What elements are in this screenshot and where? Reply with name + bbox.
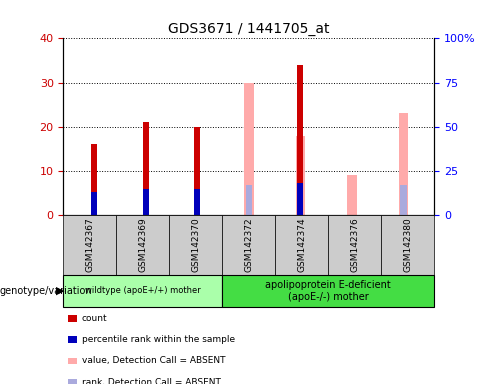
Bar	[143, 189, 149, 215]
Bar	[194, 189, 201, 215]
Text: wildtype (apoE+/+) mother: wildtype (apoE+/+) mother	[85, 286, 201, 295]
Bar	[297, 65, 304, 215]
Bar	[347, 175, 357, 215]
Bar	[297, 183, 304, 215]
Bar	[194, 127, 201, 215]
Bar	[296, 136, 305, 215]
Bar	[246, 185, 252, 215]
Text: GSM142370: GSM142370	[191, 217, 201, 272]
Text: percentile rank within the sample: percentile rank within the sample	[82, 335, 235, 344]
Text: GSM142380: GSM142380	[403, 217, 412, 272]
Text: value, Detection Call = ABSENT: value, Detection Call = ABSENT	[82, 356, 225, 366]
Text: ▶: ▶	[56, 286, 64, 296]
Bar	[244, 83, 254, 215]
Text: count: count	[82, 314, 108, 323]
Text: apolipoprotein E-deficient
(apoE-/-) mother: apolipoprotein E-deficient (apoE-/-) mot…	[265, 280, 391, 302]
Text: GSM142376: GSM142376	[350, 217, 359, 272]
Text: GSM142374: GSM142374	[297, 217, 306, 272]
Bar	[91, 192, 98, 215]
Bar	[399, 114, 408, 215]
Text: rank, Detection Call = ABSENT: rank, Detection Call = ABSENT	[82, 377, 221, 384]
Text: GSM142369: GSM142369	[139, 217, 147, 272]
Bar	[91, 144, 98, 215]
Bar	[400, 185, 407, 215]
Text: GSM142372: GSM142372	[244, 217, 253, 272]
Bar	[297, 183, 304, 215]
Bar	[143, 122, 149, 215]
Text: genotype/variation: genotype/variation	[0, 286, 93, 296]
Text: GSM142367: GSM142367	[85, 217, 95, 272]
Title: GDS3671 / 1441705_at: GDS3671 / 1441705_at	[168, 22, 329, 36]
